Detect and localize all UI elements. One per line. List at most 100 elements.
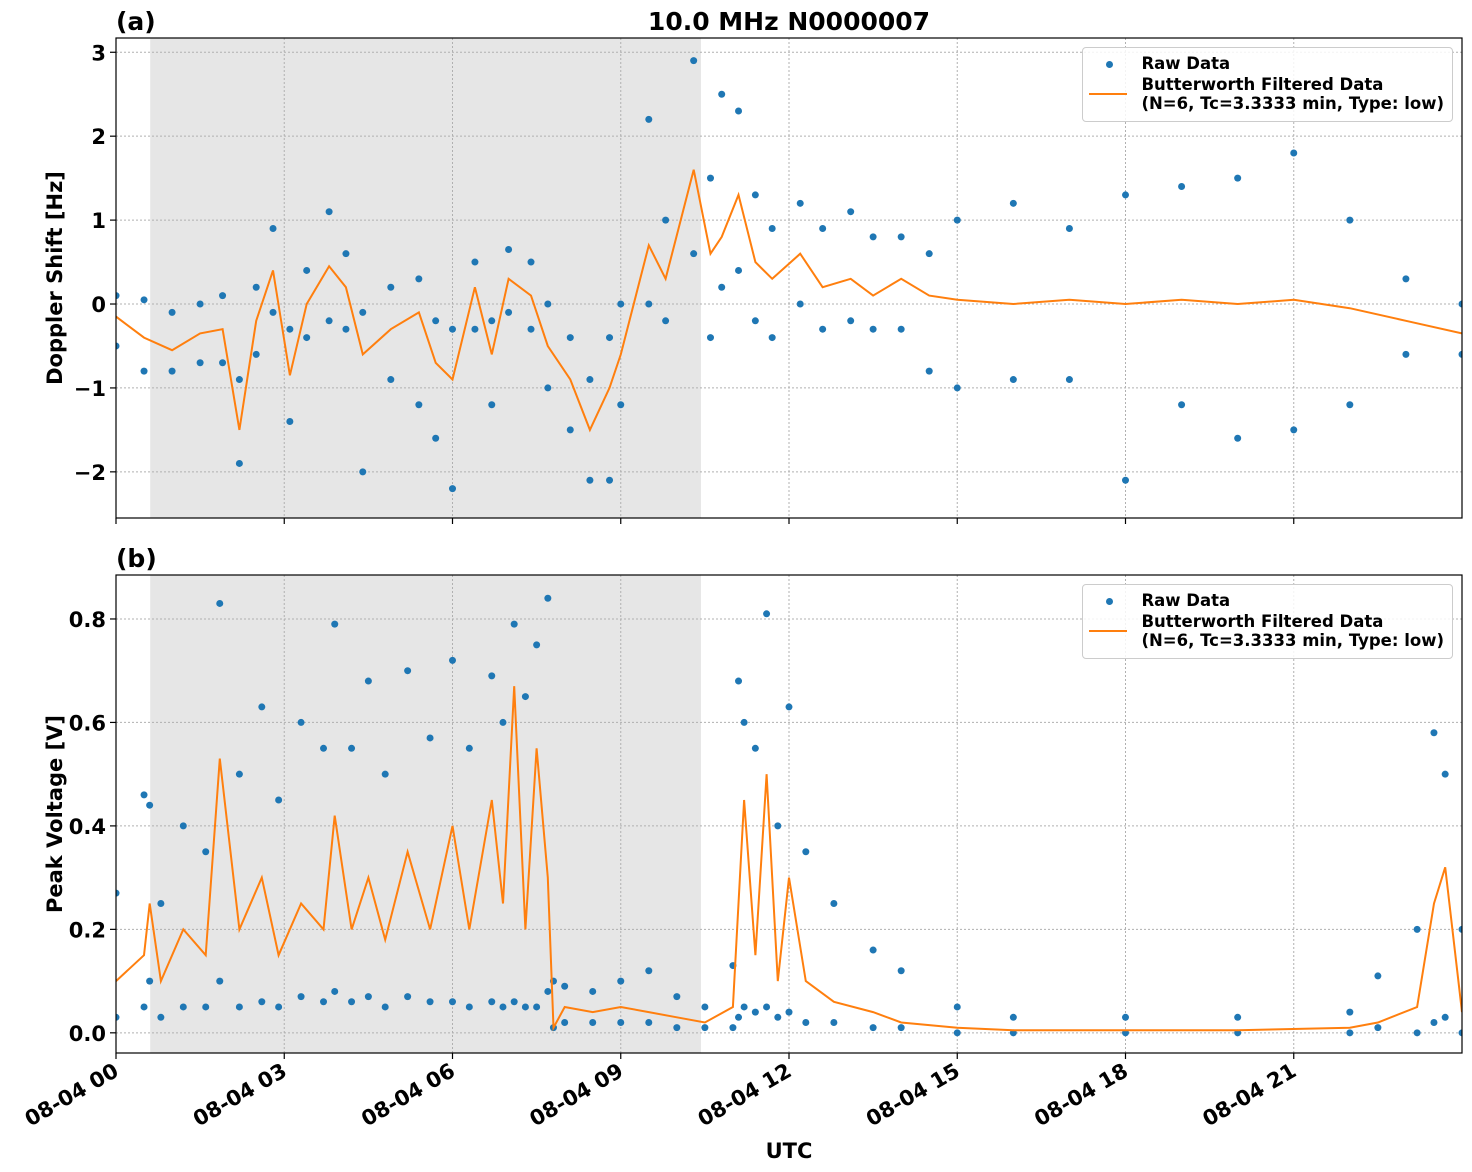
raw-point xyxy=(235,770,243,778)
raw-point xyxy=(465,744,473,752)
raw-point xyxy=(774,822,782,830)
raw-point xyxy=(706,174,714,182)
raw-point xyxy=(426,998,434,1006)
raw-point xyxy=(953,384,961,392)
raw-point xyxy=(116,292,120,300)
shaded-span xyxy=(150,575,701,1053)
raw-point xyxy=(1009,1013,1017,1021)
x-tick-label: 08-04 18 xyxy=(1030,1059,1132,1132)
raw-point xyxy=(216,599,224,607)
panel-label: (a) xyxy=(116,7,156,36)
raw-point xyxy=(404,667,412,675)
raw-point xyxy=(359,468,367,476)
chart-title: 10.0 MHz N0000007 xyxy=(648,7,930,36)
raw-point xyxy=(348,998,356,1006)
raw-point xyxy=(586,476,594,484)
raw-point xyxy=(774,1013,782,1021)
raw-point xyxy=(735,266,743,274)
raw-point xyxy=(751,317,759,325)
raw-point xyxy=(499,718,507,726)
raw-point xyxy=(1122,191,1129,199)
raw-point xyxy=(735,1013,743,1021)
raw-point xyxy=(662,216,670,224)
y-tick-label: 2 xyxy=(91,125,106,149)
raw-point xyxy=(269,224,277,232)
raw-point xyxy=(645,1018,653,1026)
raw-point xyxy=(331,987,339,995)
raw-point xyxy=(449,325,456,333)
x-tick-label: 08-04 15 xyxy=(862,1059,964,1132)
x-axis-label: UTC xyxy=(766,1139,813,1163)
raw-point xyxy=(897,967,905,975)
raw-point xyxy=(168,367,176,375)
plot-area xyxy=(116,594,1462,1037)
raw-point xyxy=(297,718,305,726)
raw-point xyxy=(586,376,594,384)
raw-point xyxy=(544,987,552,995)
legend-label: Raw Data xyxy=(1141,591,1231,610)
raw-point xyxy=(449,656,456,664)
legend-entry: Butterworth Filtered Data (N=6, Tc=3.333… xyxy=(1089,612,1444,650)
legend: Raw Data Butterworth Filtered Data (N=6, … xyxy=(1082,47,1453,122)
raw-point xyxy=(381,770,389,778)
y-tick-label: 0.2 xyxy=(69,918,106,942)
raw-point xyxy=(1009,199,1017,207)
raw-point xyxy=(202,1003,210,1011)
raw-point xyxy=(179,1003,187,1011)
legend-key xyxy=(1089,591,1129,610)
y-tick-label: 0.8 xyxy=(69,608,106,632)
raw-point xyxy=(1413,1029,1421,1037)
raw-point xyxy=(645,300,653,308)
filtered-line xyxy=(116,686,1462,1032)
raw-point xyxy=(1346,1008,1354,1016)
shaded-span xyxy=(150,38,701,518)
raw-point xyxy=(617,401,625,409)
raw-point xyxy=(157,899,165,907)
raw-point xyxy=(847,208,855,216)
raw-point xyxy=(751,191,759,199)
raw-point xyxy=(235,1003,243,1011)
raw-point xyxy=(415,275,423,283)
raw-point xyxy=(953,1029,961,1037)
legend-key xyxy=(1089,612,1129,632)
raw-point xyxy=(1458,925,1462,933)
raw-point xyxy=(488,401,496,409)
x-tick-label: 08-04 00 xyxy=(21,1059,123,1132)
raw-point xyxy=(1413,925,1421,933)
raw-point xyxy=(505,245,513,253)
legend-line xyxy=(1089,93,1128,95)
raw-point xyxy=(1122,1013,1129,1021)
raw-point xyxy=(1458,300,1462,308)
raw-point xyxy=(718,283,726,291)
raw-point xyxy=(1374,1024,1382,1032)
raw-point xyxy=(729,1024,737,1032)
raw-point xyxy=(566,334,574,342)
raw-point xyxy=(662,317,670,325)
y-tick-label: 3 xyxy=(91,41,106,65)
raw-point xyxy=(768,224,776,232)
raw-point xyxy=(735,107,743,115)
raw-point xyxy=(196,359,204,367)
raw-point xyxy=(387,376,395,384)
legend-label: Raw Data xyxy=(1141,54,1231,73)
raw-point xyxy=(897,1024,905,1032)
raw-point xyxy=(471,325,479,333)
raw-point xyxy=(830,899,838,907)
raw-point xyxy=(1402,350,1410,358)
y-tick-label: 0.4 xyxy=(69,815,106,839)
legend-marker xyxy=(1106,61,1114,68)
panel-label: (b) xyxy=(116,544,157,573)
raw-point xyxy=(449,485,456,493)
y-tick-label: 1 xyxy=(91,209,106,233)
raw-point xyxy=(342,325,350,333)
raw-point xyxy=(897,325,905,333)
filtered-line xyxy=(116,169,1462,433)
raw-point xyxy=(404,993,412,1001)
raw-point xyxy=(544,300,552,308)
raw-point xyxy=(202,848,210,856)
raw-point xyxy=(499,1003,507,1011)
y-tick-label: −1 xyxy=(74,377,106,401)
raw-point xyxy=(116,1013,120,1021)
raw-point xyxy=(869,946,877,954)
raw-point xyxy=(415,401,423,409)
